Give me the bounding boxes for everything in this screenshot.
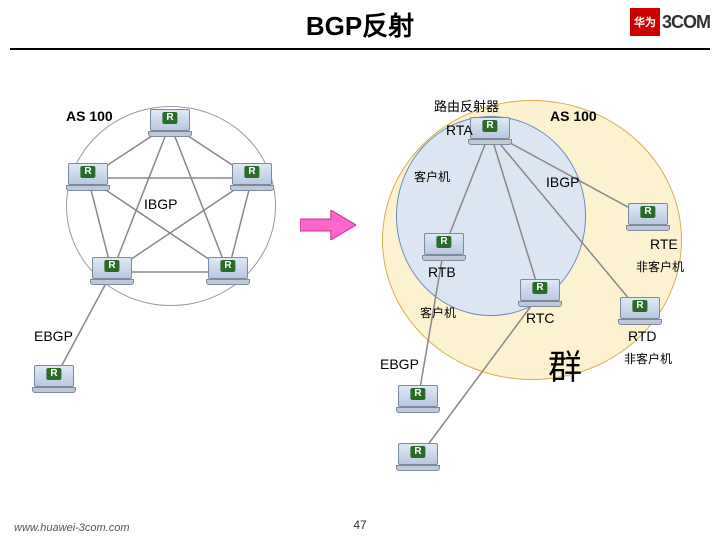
rta-label: RTA	[446, 122, 473, 138]
left-router-4: R	[208, 257, 248, 287]
left-router-1: R	[68, 163, 108, 193]
logo-huawei: 华为	[630, 8, 660, 36]
rte-label: RTE	[650, 236, 678, 252]
rtb-label: RTB	[428, 264, 456, 280]
router-rtb: R	[424, 233, 464, 263]
router-rta: R	[470, 117, 510, 147]
left-router-2: R	[232, 163, 272, 193]
as100-right-label: AS 100	[550, 108, 597, 124]
left-router-3: R	[92, 257, 132, 287]
router-rtc: R	[520, 279, 560, 309]
router-rte: R	[628, 203, 668, 233]
logo: 华为 3COM	[630, 8, 710, 36]
page-number: 47	[353, 518, 366, 532]
ibgp-left-label: IBGP	[144, 196, 177, 212]
transition-arrow-icon	[300, 210, 356, 240]
footer-url: www.huawei-3com.com	[14, 522, 130, 534]
rtc-label: RTC	[526, 310, 555, 326]
rtd-label: RTD	[628, 328, 657, 344]
ebgp-left-label: EBGP	[34, 328, 73, 344]
left-router-0: R	[150, 109, 190, 139]
ebgp-router-right_lower: R	[398, 443, 438, 473]
logo-3com: 3COM	[662, 12, 710, 33]
ebgp-router-left: R	[34, 365, 74, 395]
diagram-canvas: AS 100 IBGP EBGP 路由反射器 AS 100 RTA 客户机 IB…	[0, 50, 720, 500]
router-rtd: R	[620, 297, 660, 327]
page-title: BGP反射	[306, 6, 414, 43]
client2-label: 客户机	[420, 304, 456, 321]
cluster-label: 群	[548, 340, 582, 389]
ibgp-right-label: IBGP	[546, 174, 579, 190]
nonclient1-label: 非客户机	[636, 258, 684, 275]
ebgp-right-label: EBGP	[380, 356, 419, 372]
header: BGP反射 华为 3COM	[0, 0, 720, 48]
client1-label: 客户机	[414, 168, 450, 185]
nonclient2-label: 非客户机	[624, 350, 672, 367]
ebgp-router-right_upper: R	[398, 385, 438, 415]
as100-left-label: AS 100	[66, 108, 113, 124]
reflector-label: 路由反射器	[434, 96, 499, 115]
